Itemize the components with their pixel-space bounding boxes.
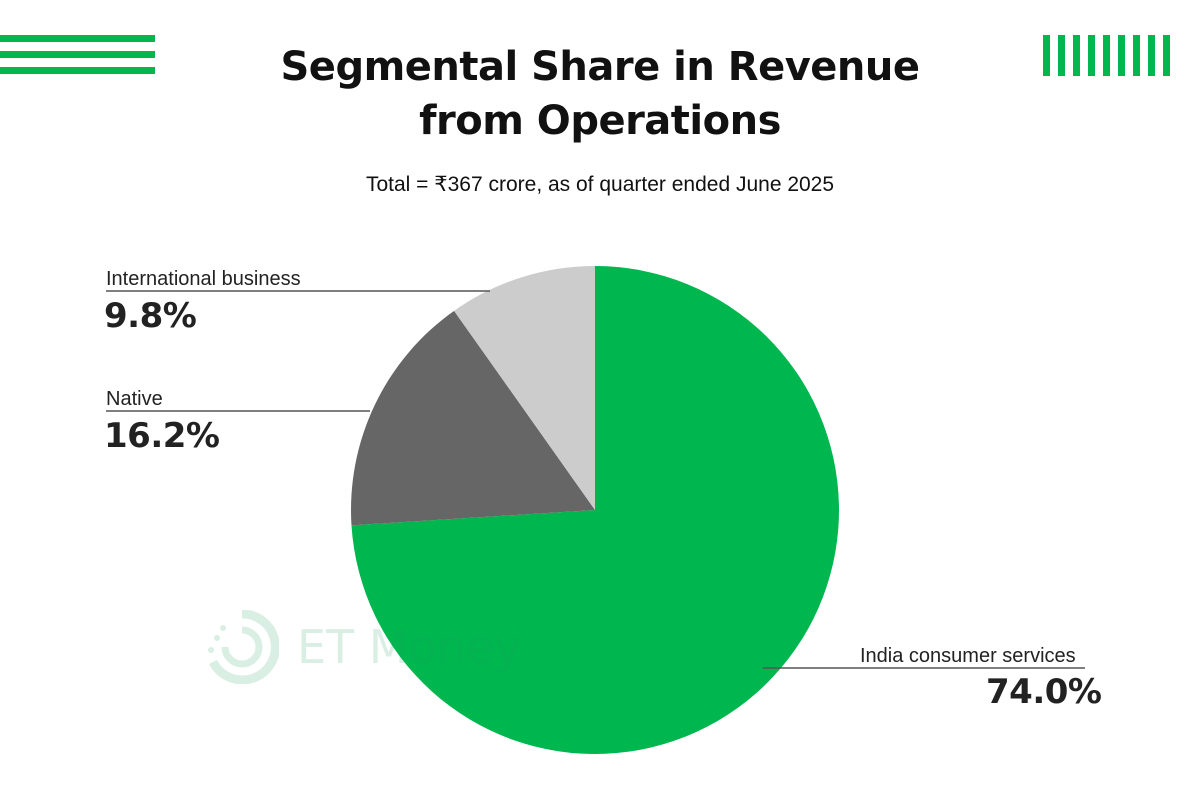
slice-native [351,310,595,526]
label-international-value: 9.8% [104,296,197,336]
label-native-value: 16.2% [104,416,220,456]
slice-india-consumer-services [351,266,839,755]
slice-international-business [454,266,595,510]
label-india-name: India consumer services [860,645,1076,667]
title-line-1: Segmental Share in Revenue [280,44,921,90]
chart-subtitle: Total = ₹367 crore, as of quarter ended … [365,173,835,196]
watermark-text: ET Money [297,620,522,674]
decorative-lines-left [0,35,155,83]
label-international-name: International business [106,268,301,290]
watermark: ET Money [205,610,521,684]
title-line-2: from Operations [419,98,781,144]
chart-title: Segmental Share in Revenue from Operatio… [0,40,1200,148]
label-native-name: Native [106,388,163,410]
et-money-logo-icon [208,610,279,684]
label-india-value: 74.0% [986,672,1102,712]
decorative-bars-right [1043,35,1170,76]
